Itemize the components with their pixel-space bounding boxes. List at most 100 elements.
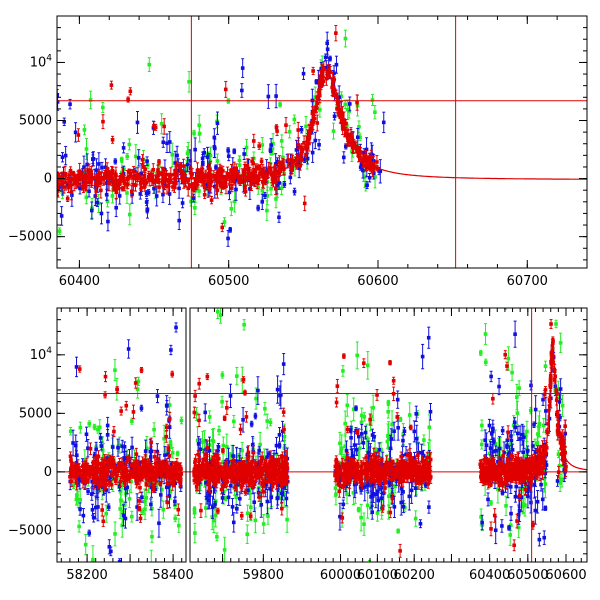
data-point-red — [123, 180, 128, 188]
data-point-blue — [480, 514, 484, 531]
data-point-red — [503, 350, 508, 360]
data-point-green — [387, 487, 391, 506]
data-point-green — [537, 415, 541, 438]
data-point-blue — [497, 377, 501, 396]
data-point-blue — [542, 530, 547, 545]
data-point-blue — [98, 432, 103, 443]
data-point-red — [219, 484, 224, 495]
data-point-green — [362, 412, 367, 422]
data-point-red — [146, 470, 150, 481]
data-point-green — [87, 420, 92, 428]
data-point-red — [282, 460, 287, 474]
data-point-green — [550, 243, 554, 268]
data-point-blue — [265, 488, 270, 515]
data-point-blue — [282, 181, 287, 188]
data-point-green — [480, 439, 484, 450]
data-point-red — [277, 160, 282, 173]
data-point-blue — [407, 482, 412, 511]
data-point-blue — [59, 206, 64, 226]
data-point-blue — [494, 445, 498, 457]
data-point-red — [205, 373, 210, 381]
data-point-green — [152, 422, 156, 438]
data-point-blue — [113, 158, 118, 165]
data-point-red — [72, 175, 76, 192]
data-point-blue — [484, 432, 489, 459]
data-point-red — [176, 503, 181, 516]
data-point-green — [82, 124, 87, 136]
data-point-red — [355, 94, 359, 111]
data-point-blue — [112, 566, 116, 580]
data-point-blue — [269, 138, 273, 153]
data-point-blue — [359, 423, 364, 444]
data-point-blue — [135, 493, 139, 521]
data-point-red — [197, 473, 201, 480]
data-point-blue — [136, 149, 141, 167]
data-point-red — [138, 514, 143, 523]
data-point-red — [93, 173, 98, 183]
data-point-red — [382, 474, 386, 480]
data-point-blue — [505, 443, 509, 449]
data-point-green — [373, 105, 377, 120]
data-point-green — [245, 504, 250, 522]
data-point-green — [268, 418, 273, 427]
data-point-red — [398, 543, 402, 558]
data-point-red — [64, 174, 68, 191]
data-point-green — [359, 503, 363, 532]
data-point-blue — [363, 425, 368, 440]
data-point-red — [99, 458, 104, 469]
data-point-red — [248, 512, 253, 520]
data-point-red — [103, 371, 108, 383]
data-point-red — [340, 476, 345, 482]
data-point-green — [96, 425, 100, 434]
data-point-red — [340, 483, 345, 489]
data-point-red — [167, 411, 172, 426]
data-point-red — [124, 400, 129, 411]
data-point-blue — [500, 489, 505, 496]
data-point-blue — [512, 417, 517, 428]
data-point-blue — [145, 199, 150, 219]
data-point-green — [125, 152, 129, 160]
data-point-green — [215, 308, 220, 320]
data-point-green — [503, 308, 507, 310]
data-point-green — [484, 358, 488, 366]
data-point-green — [222, 536, 227, 562]
data-point-blue — [146, 189, 151, 196]
data-point-green — [265, 200, 269, 221]
data-point-red — [72, 466, 77, 475]
data-point-red — [155, 468, 160, 479]
data-point-red — [179, 166, 183, 176]
data-point-green — [260, 136, 265, 154]
data-point-blue — [122, 441, 127, 453]
data-point-blue — [126, 339, 131, 359]
y-tick-label: 104 — [30, 53, 53, 70]
data-point-red — [191, 182, 195, 198]
data-point-blue — [106, 503, 111, 511]
data-point-blue — [367, 172, 372, 183]
data-point-green — [161, 500, 166, 519]
data-point-red — [162, 118, 166, 135]
data-point-blue — [235, 503, 239, 514]
data-point-blue — [554, 280, 558, 288]
data-point-green — [220, 371, 225, 379]
data-point-blue — [266, 84, 271, 109]
data-point-green — [217, 425, 221, 436]
data-point-red — [178, 462, 183, 476]
data-point-red — [257, 168, 261, 186]
bottom-plot-area — [68, 243, 587, 580]
data-point-blue — [401, 500, 406, 514]
data-point-red — [296, 121, 301, 139]
data-point-red — [253, 466, 258, 482]
data-point-green — [343, 29, 348, 48]
data-point-red — [214, 172, 218, 183]
data-point-red — [243, 389, 247, 396]
data-point-red — [143, 173, 147, 188]
data-point-red — [236, 461, 240, 477]
data-point-red — [274, 175, 278, 190]
data-point-red — [363, 154, 367, 165]
data-point-red — [241, 376, 246, 384]
data-point-red — [235, 474, 240, 483]
data-point-red — [368, 478, 373, 485]
data-point-red — [101, 468, 105, 477]
data-point-blue — [135, 110, 140, 134]
data-point-blue — [212, 135, 217, 159]
